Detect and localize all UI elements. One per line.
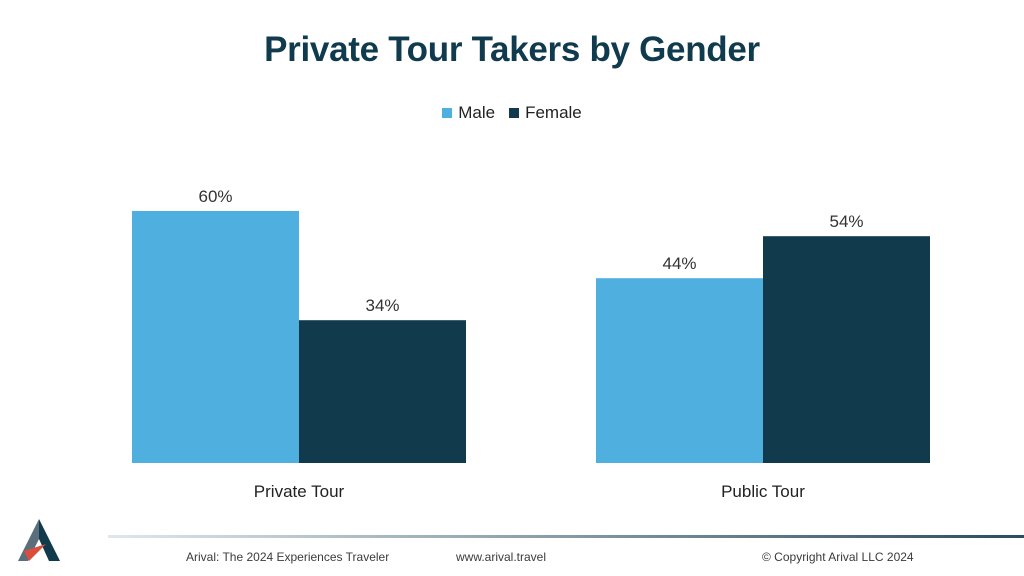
legend-label-female: Female: [525, 103, 582, 122]
x-tick-label-public-tour: Public Tour: [721, 482, 805, 501]
bar-private-tour-male: [132, 211, 299, 463]
footer-divider: [108, 535, 1024, 538]
bar-public-tour-female: [763, 236, 930, 463]
legend-swatch-male: [442, 108, 453, 118]
bar-public-tour-male: [596, 278, 763, 463]
legend-item-male: Male: [442, 103, 495, 123]
footer-publication: Arival: The 2024 Experiences Traveler: [186, 550, 390, 564]
footer-copyright: © Copyright Arival LLC 2024: [762, 550, 914, 564]
data-label-private-tour-male: 60%: [198, 187, 232, 206]
data-label-private-tour-female: 34%: [365, 296, 399, 315]
legend-swatch-female: [509, 108, 520, 118]
legend-label-male: Male: [458, 103, 496, 122]
data-label-public-tour-female: 54%: [829, 212, 863, 231]
chart-legend: Male Female: [0, 103, 1024, 123]
chart-title: Private Tour Takers by Gender: [264, 30, 760, 69]
data-label-public-tour-male: 44%: [662, 254, 696, 273]
arival-logo: [18, 519, 60, 561]
bar-private-tour-female: [299, 320, 466, 463]
legend-item-female: Female: [509, 103, 582, 123]
footer-website-link[interactable]: www.arival.travel: [456, 550, 547, 564]
x-tick-label-private-tour: Private Tour: [254, 482, 345, 501]
